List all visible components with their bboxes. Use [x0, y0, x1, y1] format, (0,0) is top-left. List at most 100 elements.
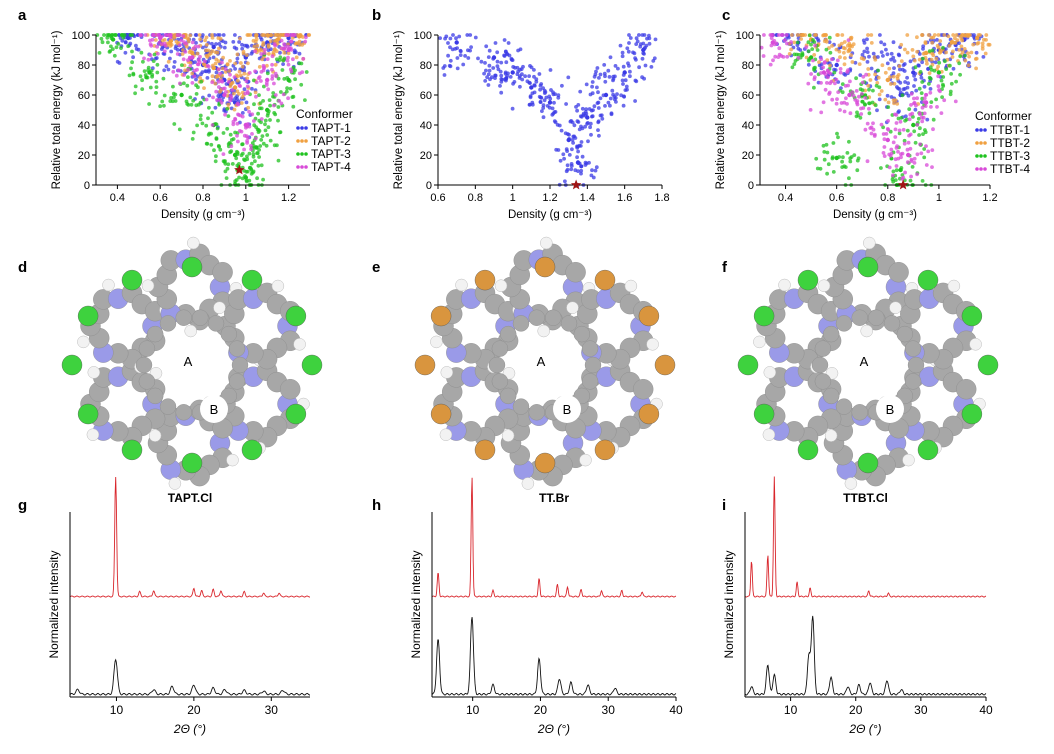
scatter-point: [910, 48, 915, 52]
scatter-point: [288, 86, 293, 91]
scatter-point: [214, 154, 218, 159]
scatter-point: [640, 56, 645, 61]
hydrogen-atom: [168, 477, 182, 490]
y-axis-label: Normalized intensity: [722, 550, 736, 658]
carbon-atom: [228, 340, 246, 357]
scatter-point: [573, 168, 578, 173]
scatter-point: [257, 155, 261, 159]
scatter-point: [286, 62, 291, 67]
scatter-point: [245, 139, 250, 143]
data-point: [641, 47, 646, 53]
scatter-point: [776, 33, 781, 37]
scatter-point: [106, 40, 110, 45]
scatter-point: [183, 50, 188, 54]
scatter-point: [893, 135, 898, 139]
scatter-point: [495, 59, 500, 64]
scatter-point: [888, 82, 893, 86]
scatter-point: [873, 103, 878, 108]
scatter-point: [270, 54, 275, 59]
hydrogen-atom: [753, 335, 766, 349]
scatter-point: [915, 122, 920, 127]
scatter-point: [914, 103, 918, 108]
scatter-point: [879, 89, 884, 93]
halide-ion: [797, 439, 819, 461]
scatter-point: [867, 54, 871, 59]
scatter-point: [272, 81, 276, 86]
scatter-point: [185, 83, 190, 88]
scatter-point: [931, 35, 936, 40]
scatter-point: [592, 104, 597, 109]
scatter-point: [867, 101, 872, 106]
scatter-point: [115, 59, 120, 64]
scatter-point: [239, 101, 244, 105]
scatter-point: [220, 79, 225, 84]
legend-entry: TAPT-3: [311, 147, 351, 161]
scatter-point: [516, 48, 520, 53]
scatter-point: [843, 165, 848, 170]
data-point: [211, 44, 216, 50]
scatter-point: [625, 87, 629, 92]
scatter-point: [196, 58, 201, 63]
scatter-point: [169, 49, 174, 54]
scatter-point: [228, 59, 232, 63]
scatter-point: [842, 50, 846, 55]
x-tick-label: 10: [110, 703, 124, 717]
scatter-point: [220, 66, 225, 71]
halide-ion: [241, 269, 263, 291]
scatter-point: [944, 67, 949, 71]
scatter-point: [534, 79, 539, 84]
scatter-point: [140, 87, 145, 91]
scatter-point: [565, 132, 570, 136]
scatter-point: [279, 38, 284, 43]
data-point: [510, 70, 515, 75]
scatter-point: [595, 66, 600, 70]
carbon-atom: [228, 373, 246, 390]
scatter-point: [205, 63, 210, 68]
scatter-point: [844, 96, 848, 101]
scatter-point: [634, 36, 639, 41]
scatter-point: [151, 59, 156, 63]
scatter-point: [625, 46, 630, 51]
scatter-point: [877, 85, 882, 90]
scatter-point: [552, 100, 556, 105]
scatter-point: [551, 92, 556, 97]
carbon-atom: [560, 315, 578, 332]
scatter-point: [273, 112, 278, 117]
scatter-point: [218, 71, 222, 76]
scatter-point: [253, 69, 257, 74]
scatter-point: [982, 37, 986, 42]
x-tick-label: 0.8: [195, 192, 210, 204]
scatter-point: [151, 33, 156, 37]
scatter-point: [118, 36, 123, 40]
scatter-point: [139, 50, 144, 55]
scatter-point: [960, 38, 965, 43]
scatter-point: [627, 64, 631, 68]
scatter-point: [498, 84, 502, 88]
scatter-point: [297, 42, 302, 47]
scatter-point: [871, 121, 875, 126]
scatter-point: [840, 33, 845, 37]
panel-letter-b: b: [372, 7, 381, 24]
scatter-point: [560, 83, 564, 88]
scatter-point: [241, 51, 246, 56]
scatter-point: [532, 90, 537, 95]
scatter-point: [249, 167, 254, 171]
scatter-point: [222, 86, 227, 91]
scatter-point: [273, 33, 277, 37]
scatter-point: [247, 71, 252, 75]
scatter-point: [867, 106, 871, 111]
scatter-point: [234, 46, 239, 51]
scatter-point: [182, 40, 187, 45]
scatter-point: [953, 99, 958, 104]
scatter-point: [931, 127, 935, 132]
scatter-point: [633, 78, 638, 83]
scatter-point: [821, 100, 826, 105]
legend-swatch: [975, 141, 979, 145]
scatter-point: [154, 79, 159, 84]
scatter-point: [848, 79, 852, 84]
scatter-point: [902, 141, 907, 146]
scatter-point: [233, 67, 238, 71]
scatter-point: [905, 160, 910, 165]
scatter-point: [827, 40, 832, 44]
scatter-point: [143, 33, 148, 37]
